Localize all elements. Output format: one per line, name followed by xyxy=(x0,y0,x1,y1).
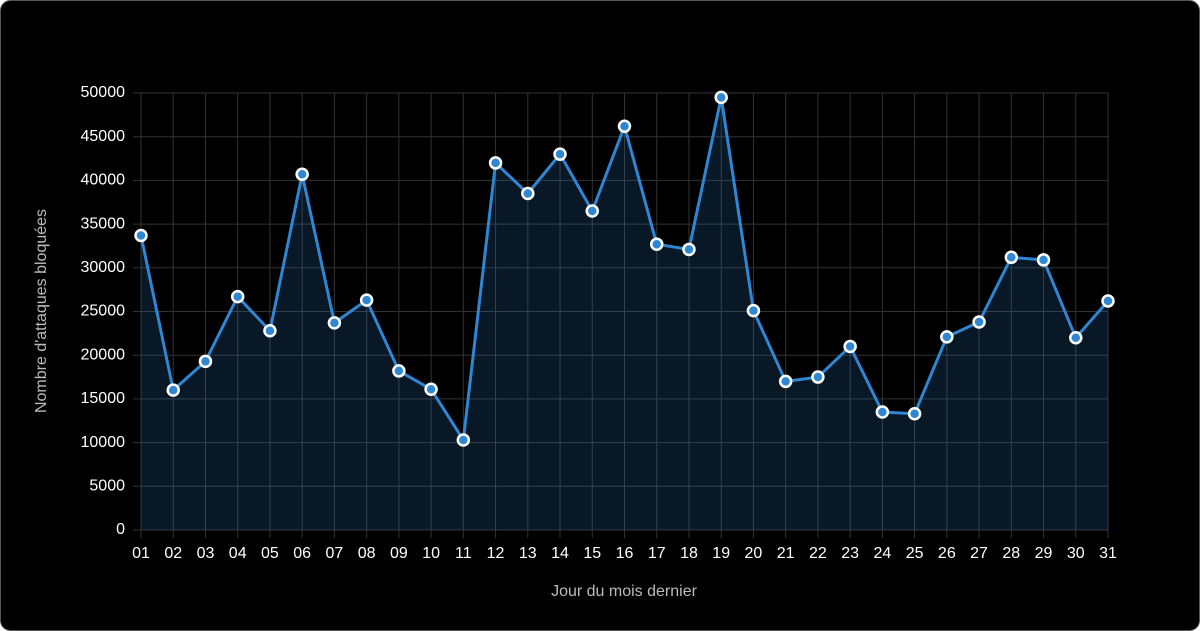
x-tick-label: 26 xyxy=(938,545,956,562)
y-tick-label: 50000 xyxy=(81,84,126,101)
y-tick-label: 5000 xyxy=(89,478,125,495)
x-tick-label: 09 xyxy=(390,545,408,562)
x-tick-label: 01 xyxy=(132,545,150,562)
point xyxy=(295,167,309,182)
x-tick-label: 10 xyxy=(422,545,440,562)
x-tick-label: 03 xyxy=(197,545,215,562)
y-tick-label: 45000 xyxy=(81,128,126,145)
x-tick-label: 19 xyxy=(712,545,730,562)
x-tick-label: 21 xyxy=(777,545,795,562)
point xyxy=(649,237,664,251)
y-tick-label: 0 xyxy=(116,521,125,538)
point xyxy=(714,90,728,105)
point xyxy=(166,383,180,397)
point xyxy=(843,339,857,354)
point xyxy=(811,370,825,384)
point xyxy=(521,186,535,201)
point xyxy=(907,407,922,421)
y-tick-label: 40000 xyxy=(81,172,126,189)
x-tick-label: 02 xyxy=(164,545,182,562)
x-tick-label: 12 xyxy=(487,545,505,562)
point xyxy=(359,293,374,307)
y-tick-label: 30000 xyxy=(81,259,126,276)
y-tick-label: 35000 xyxy=(81,215,126,232)
x-tick-label: 07 xyxy=(326,545,344,562)
point xyxy=(134,228,148,243)
point xyxy=(778,374,793,389)
x-tick-label: 22 xyxy=(809,545,827,562)
point xyxy=(1004,250,1019,265)
x-tick-label: 23 xyxy=(841,545,859,562)
point xyxy=(230,289,245,304)
point xyxy=(617,119,632,133)
point xyxy=(875,405,890,419)
y-tick-label: 25000 xyxy=(81,303,126,320)
x-tick-label: 15 xyxy=(583,545,601,562)
x-tick-label: 20 xyxy=(745,545,763,562)
x-tick-label: 27 xyxy=(970,545,988,562)
x-tick-label: 25 xyxy=(906,545,924,562)
x-tick-label: 06 xyxy=(293,545,311,562)
x-tick-label: 29 xyxy=(1035,545,1053,562)
x-tick-label: 08 xyxy=(358,545,376,562)
point xyxy=(488,156,503,170)
x-tick-label: 04 xyxy=(229,545,247,562)
point xyxy=(198,354,213,369)
y-tick-label: 15000 xyxy=(81,390,126,407)
x-tick-label: 31 xyxy=(1099,545,1117,562)
x-tick-label: 13 xyxy=(519,545,537,562)
point xyxy=(585,204,600,218)
point xyxy=(392,364,406,378)
point xyxy=(327,316,342,330)
area xyxy=(141,97,1108,531)
y-axis-title: Nombre d'attaques bloquées xyxy=(33,209,50,413)
point xyxy=(1101,294,1115,308)
x-tick-label: 11 xyxy=(455,545,472,562)
point xyxy=(553,147,567,161)
x-tick-label: 24 xyxy=(873,545,891,562)
x-tick-label: 14 xyxy=(551,545,569,562)
point xyxy=(456,433,471,447)
x-axis-title: Jour du mois dernier xyxy=(551,583,698,600)
x-tick-label: 30 xyxy=(1067,545,1085,562)
x-tick-label: 17 xyxy=(648,545,666,562)
y-tick-label: 20000 xyxy=(81,346,126,363)
x-tick-label: 16 xyxy=(616,545,634,562)
point xyxy=(940,330,954,344)
y-tick-label: 10000 xyxy=(81,434,126,451)
x-tick-label: 18 xyxy=(680,545,698,562)
point xyxy=(1069,330,1083,345)
point xyxy=(682,242,696,257)
point xyxy=(1036,253,1051,267)
point xyxy=(746,303,761,318)
x-tick-label: 28 xyxy=(1002,545,1020,562)
x-tick-label: 05 xyxy=(261,545,279,562)
point xyxy=(972,315,986,329)
point xyxy=(424,382,438,397)
point xyxy=(263,323,277,338)
